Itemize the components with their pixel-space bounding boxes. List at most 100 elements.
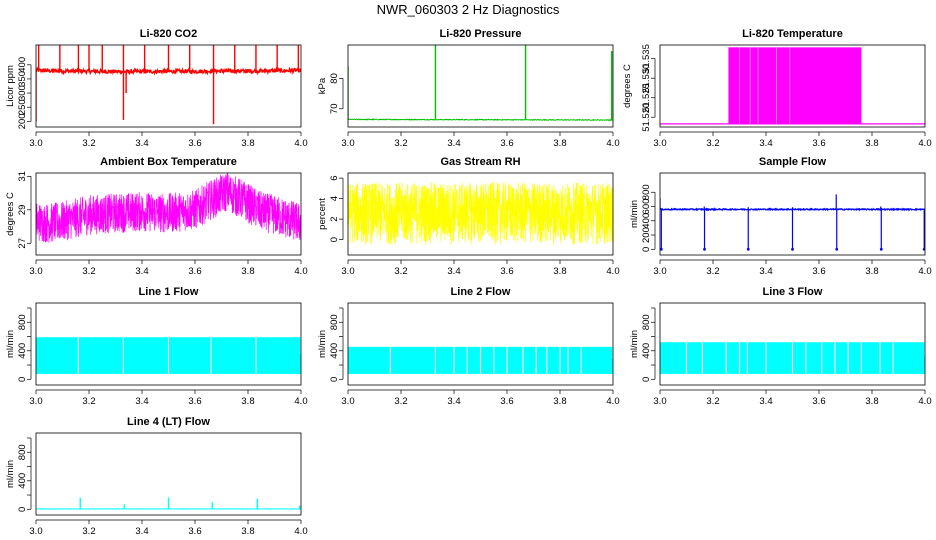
x-tick-label: 3.6 [188,396,201,407]
y-tick-label: 400 [329,343,340,359]
trace-line [348,182,613,245]
chart-line3: Line 3 Flow 3.0 3.2 3.4 3.6 3.8 4.0 0 400 800ml/m… [629,286,932,407]
plot-frame [347,172,614,256]
flow-drop-point [660,247,663,251]
x-tick-label: 3.0 [341,266,354,277]
x-tick-label: 3.8 [865,138,878,149]
y-tick-label: 4 [329,196,340,201]
x-tick-label: 4.0 [606,138,619,149]
x-tick-label: 3.4 [447,396,460,407]
plot-frame [35,432,302,516]
panel-co2: Li-820 CO2 3.0 3.2 3.4 3.6 3.8 4.0 200 250 300 350… [5,25,312,151]
x-tick-label: 4.0 [606,396,619,407]
y-axis-label: degrees C [5,192,16,236]
y-tick-label: 51.535 [641,44,652,73]
y-tick-label: 800 [329,314,340,330]
y-tick-label: 51.525 [641,83,652,112]
panel-rh: Gas Stream RH 3.0 3.2 3.4 3.6 3.8 4.0 0 2 4 6 perce… [317,153,624,279]
x-axis: 3.0 3.2 3.4 3.6 3.8 4.0 [653,131,932,149]
y-tick-label: 80 [329,73,340,84]
trace-line [36,173,301,243]
y-axis-label: ml/min [5,460,16,488]
y-axis: 27 29 31 [17,171,32,249]
x-tick-label: 3.4 [135,138,148,149]
y-axis: 0 400 800 [329,307,344,382]
x-tick-label: 3.8 [241,138,254,149]
y-tick-label: 800 [17,314,28,330]
y-tick-label: 31 [17,171,28,182]
x-tick-label: 3.6 [188,526,201,537]
flow-drop-point [791,247,794,251]
x-axis: 3.0 3.2 3.4 3.6 3.8 4.0 [29,259,308,277]
chart-title: Sample Flow [759,156,827,168]
x-tick-label: 3.0 [29,396,42,407]
chart-co2: Li-820 CO2 3.0 3.2 3.4 3.6 3.8 4.0 200250300350… [5,28,308,149]
x-tick-label: 4.0 [294,396,307,407]
y-tick-label: 400 [17,473,28,489]
y-axis: 0 400 800 [17,307,32,382]
x-tick-label: 3.8 [241,396,254,407]
panel-line3: Line 3 Flow 3.0 3.2 3.4 3.6 3.8 4.0 0 400 800 ml/m… [629,283,936,409]
y-tick-label: 800 [641,314,652,330]
x-tick-label: 3.0 [29,266,42,277]
y-tick-label: 0 [17,377,28,382]
x-tick-label: 3.6 [812,396,825,407]
x-tick-label: 3.4 [759,138,772,149]
panel-line1: Line 1 Flow 3.0 3.2 3.4 3.6 3.8 4.0 0 400 800 ml/m… [5,283,312,409]
oscillation-band [728,47,862,124]
y-tick-label: 400 [17,343,28,359]
x-tick-label: 3.2 [706,396,719,407]
panel-temperature: Li-820 Temperature 3.0 3.2 3.4 3.6 3.8 4.0 51.5… [622,25,936,151]
x-axis: 3.0 3.2 3.4 3.6 3.8 4.0 [29,519,308,537]
y-tick-label: 300 [17,85,28,101]
y-tick-label: 400 [17,57,28,73]
y-tick-label: 350 [17,71,28,87]
y-tick-label: 400 [641,343,652,359]
plot-frame [659,172,926,256]
x-axis: 3.0 3.2 3.4 3.6 3.8 4.0 [341,389,620,407]
series-line4 [36,497,301,510]
y-tick-label: 200 [17,113,28,129]
x-tick-label: 4.0 [294,266,307,277]
y-tick-label: 400 [641,213,652,229]
plot-frame [347,302,614,386]
x-tick-label: 3.4 [447,266,460,277]
y-tick-label: 800 [17,444,28,460]
y-axis-label: percent [317,198,328,230]
x-tick-label: 3.8 [865,396,878,407]
chart-line1: Line 1 Flow 3.0 3.2 3.4 3.6 3.8 4.0 0 400 800ml/m… [5,286,308,407]
chart-title: Li-820 CO2 [140,28,197,40]
chart-title: Li-820 Temperature [742,28,843,40]
y-tick-label: 27 [17,238,28,249]
x-axis: 3.0 3.2 3.4 3.6 3.8 4.0 [29,131,308,149]
x-tick-label: 4.0 [918,138,931,149]
y-tick-label: 2 [329,216,340,221]
y-tick-label: 0 [329,377,340,382]
x-tick-label: 3.8 [553,396,566,407]
x-tick-label: 4.0 [918,266,931,277]
x-tick-label: 3.8 [241,266,254,277]
x-tick-label: 3.8 [553,266,566,277]
series-pressure [348,45,613,122]
series-temperature [660,47,925,125]
chart-line2: Line 2 Flow 3.0 3.2 3.4 3.6 3.8 4.0 0 400 800ml/m… [317,286,620,407]
x-tick-label: 3.6 [188,266,201,277]
x-tick-label: 3.2 [82,396,95,407]
flow-drop-point [703,247,706,251]
x-tick-label: 3.4 [135,526,148,537]
y-tick-label: 70 [329,103,340,114]
chart-title: Gas Stream RH [440,156,520,168]
x-tick-label: 3.6 [188,138,201,149]
y-tick-label: 0 [17,507,28,512]
x-tick-label: 3.0 [341,396,354,407]
y-tick-label: 200 [641,227,652,243]
x-axis: 3.0 3.2 3.4 3.6 3.8 4.0 [341,259,620,277]
series-co2 [36,45,301,125]
chart-title: Line 2 Flow [451,286,511,298]
x-tick-label: 3.8 [241,526,254,537]
y-tick-label: 29 [17,205,28,216]
x-tick-label: 3.0 [653,396,666,407]
chart-title: Li-820 Pressure [440,28,522,40]
